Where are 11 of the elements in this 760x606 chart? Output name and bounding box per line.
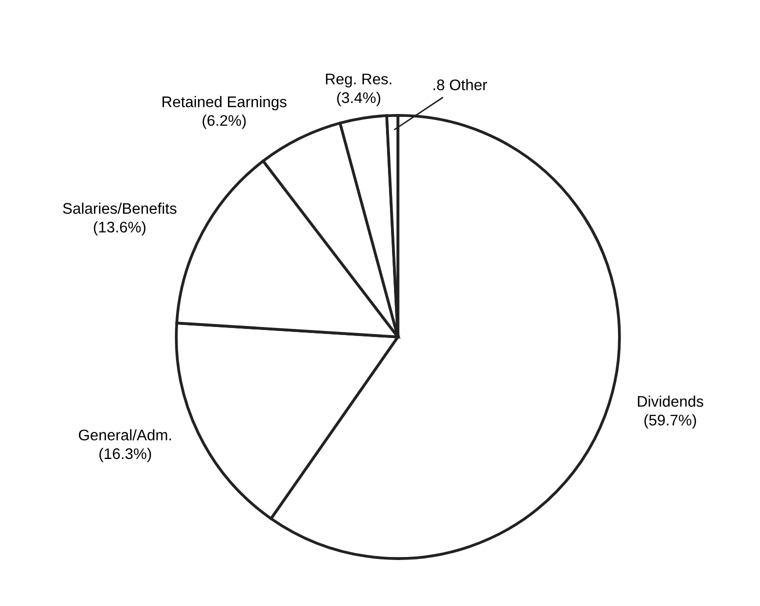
data-label: (3.4%) xyxy=(337,92,380,106)
data-label: (6.2%) xyxy=(202,114,246,129)
slice-label: .8 Other xyxy=(434,79,488,90)
data-label: (59.7%) xyxy=(644,414,696,428)
slice-label: General/Adm. xyxy=(78,429,171,440)
slice-label: Retained Earnings xyxy=(162,96,286,110)
data-label: (13.6%) xyxy=(94,221,146,236)
data-label: (16.3%) xyxy=(99,448,152,462)
slice-label: Salaries/Benefits xyxy=(63,202,176,214)
slice-label: Dividends xyxy=(638,396,704,407)
slice-label: Reg. Res. xyxy=(326,74,392,88)
